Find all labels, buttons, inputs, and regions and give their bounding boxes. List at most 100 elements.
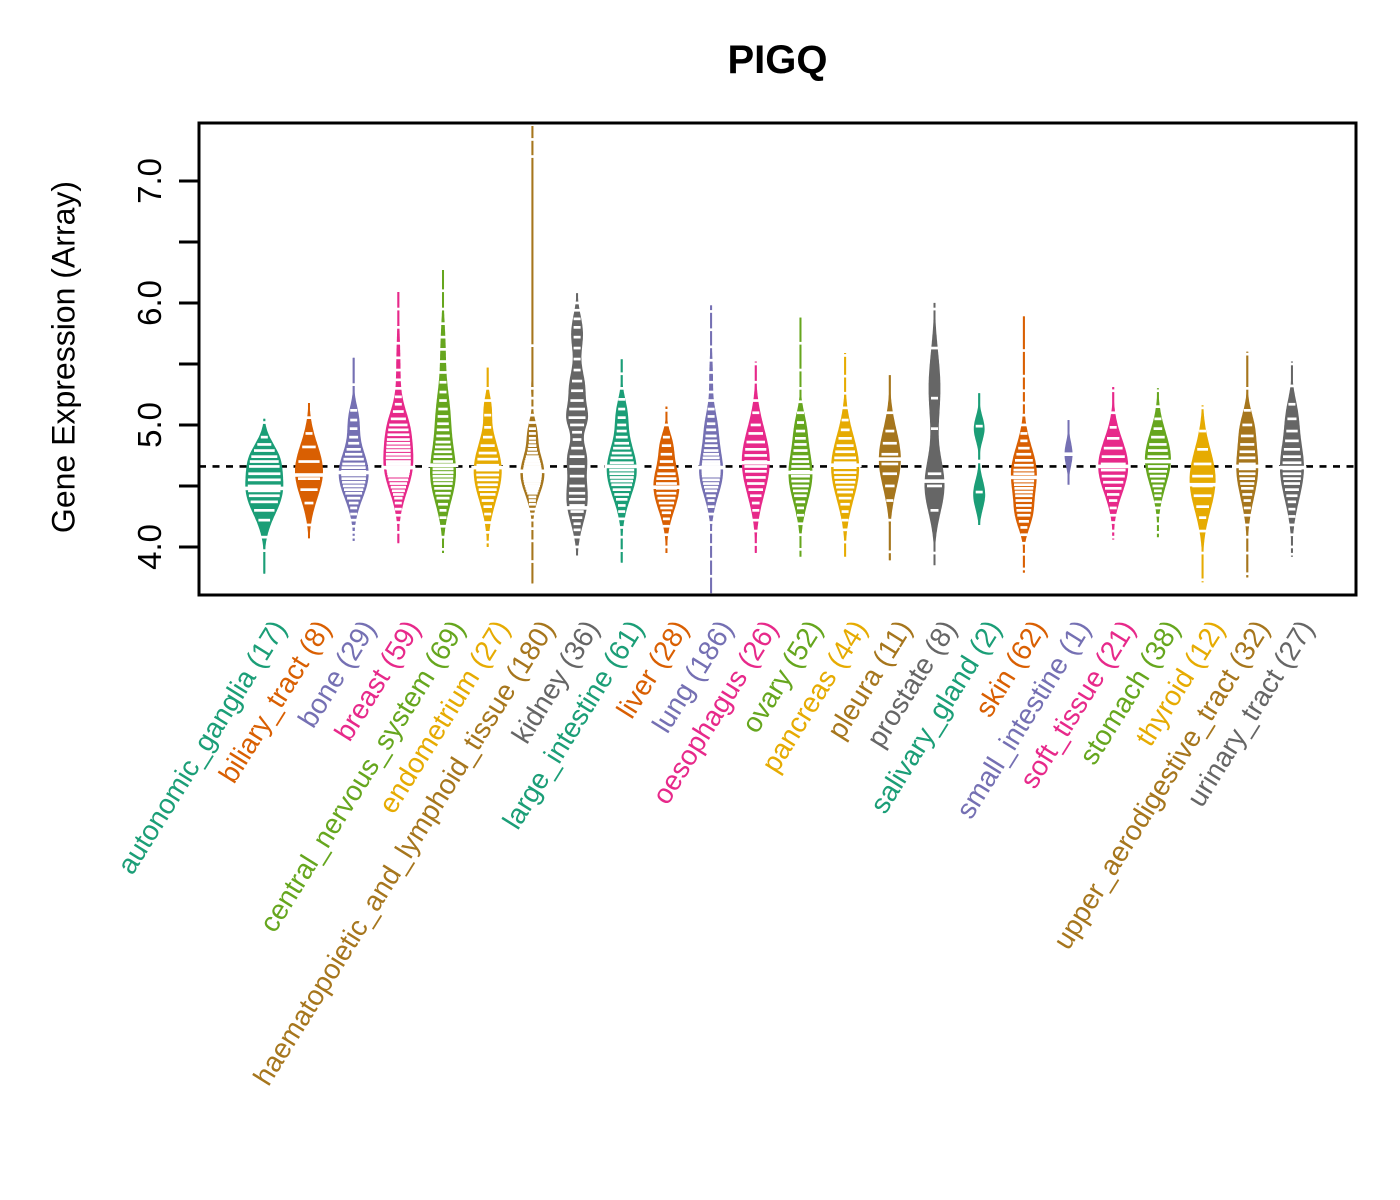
data-point-dash bbox=[392, 410, 404, 413]
data-point-dash bbox=[662, 409, 670, 412]
data-point-dash bbox=[250, 500, 278, 504]
violin-large_intestine bbox=[604, 356, 640, 563]
data-point-dash bbox=[792, 484, 809, 488]
data-point-dash bbox=[573, 301, 581, 305]
data-point-dash bbox=[439, 399, 447, 402]
data-point-dash bbox=[248, 472, 281, 476]
data-point-dash bbox=[528, 427, 536, 430]
data-point-dash bbox=[1242, 493, 1253, 496]
data-point-dash bbox=[527, 491, 538, 495]
violin-salivary_gland bbox=[973, 393, 986, 525]
data-point-dash bbox=[1101, 455, 1125, 458]
data-point-dash bbox=[1288, 523, 1296, 527]
data-point-dash bbox=[1283, 448, 1300, 451]
data-point-dash bbox=[614, 441, 629, 445]
data-point-dash bbox=[1020, 541, 1028, 545]
data-point-dash bbox=[656, 482, 677, 485]
median-line bbox=[1277, 465, 1307, 470]
data-point-dash bbox=[1013, 479, 1035, 483]
data-point-dash bbox=[1105, 487, 1122, 490]
data-point-dash bbox=[609, 461, 634, 465]
data-point-dash bbox=[476, 463, 499, 467]
data-point-dash bbox=[569, 474, 585, 478]
data-point-dash bbox=[478, 488, 497, 491]
data-point-dash bbox=[525, 487, 540, 490]
data-point-dash bbox=[389, 482, 408, 485]
data-point-dash bbox=[524, 460, 541, 463]
data-point-dash bbox=[617, 416, 626, 419]
data-point-dash bbox=[1149, 474, 1166, 478]
data-point-dash bbox=[609, 468, 635, 472]
data-point-dash bbox=[931, 396, 938, 400]
data-point-dash bbox=[791, 465, 810, 468]
data-point-dash bbox=[1238, 467, 1256, 471]
data-point-dash bbox=[752, 518, 760, 522]
data-point-dash bbox=[752, 362, 760, 366]
data-point-dash bbox=[350, 383, 358, 386]
data-point-dash bbox=[394, 521, 402, 524]
data-point-dash bbox=[439, 335, 447, 339]
data-point-dash bbox=[342, 462, 366, 466]
data-point-dash bbox=[617, 423, 627, 427]
data-point-dash bbox=[707, 499, 715, 502]
data-point-dash bbox=[481, 499, 494, 502]
data-point-dash bbox=[305, 416, 313, 419]
data-point-dash bbox=[610, 479, 633, 483]
data-point-dash bbox=[1287, 500, 1297, 504]
data-point-dash bbox=[662, 545, 670, 549]
data-point-dash bbox=[1020, 439, 1028, 443]
data-point-dash bbox=[618, 398, 626, 401]
data-point-dash bbox=[1020, 552, 1028, 556]
data-point-dash bbox=[1283, 455, 1301, 458]
data-point-dash bbox=[1018, 520, 1029, 523]
data-point-dash bbox=[1199, 429, 1207, 433]
data-point-dash bbox=[841, 374, 849, 378]
data-point-dash bbox=[432, 471, 454, 474]
data-point-dash bbox=[385, 452, 411, 456]
data-point-dash bbox=[258, 518, 271, 522]
data-point-dash bbox=[707, 407, 715, 411]
data-point-dash bbox=[573, 317, 581, 321]
data-point-dash bbox=[833, 466, 857, 469]
data-point-dash bbox=[349, 435, 359, 439]
data-point-dash bbox=[1149, 443, 1167, 446]
data-point-dash bbox=[748, 432, 763, 435]
data-point-dash bbox=[1154, 417, 1162, 421]
data-point-dash bbox=[298, 460, 320, 463]
data-point-dash bbox=[835, 480, 856, 484]
data-point-dash bbox=[528, 518, 536, 522]
data-point-dash bbox=[1152, 484, 1164, 488]
data-point-dash bbox=[797, 411, 804, 415]
data-point-dash bbox=[840, 502, 850, 506]
data-point-dash bbox=[881, 462, 899, 466]
data-point-dash bbox=[836, 485, 855, 489]
data-point-dash bbox=[1154, 500, 1162, 504]
data-point-dash bbox=[707, 328, 715, 332]
violin-urinary_tract bbox=[1277, 361, 1307, 557]
data-point-dash bbox=[525, 455, 539, 458]
median-line bbox=[1095, 464, 1131, 469]
data-point-dash bbox=[484, 531, 492, 534]
median-line bbox=[650, 485, 682, 489]
data-point-dash bbox=[394, 326, 402, 329]
data-point-dash bbox=[1020, 374, 1028, 378]
data-point-dash bbox=[394, 501, 402, 505]
data-point-dash bbox=[931, 307, 938, 311]
data-point-dash bbox=[707, 399, 715, 402]
data-point-dash bbox=[344, 488, 364, 491]
data-point-dash bbox=[706, 428, 717, 432]
data-point-dash bbox=[394, 368, 402, 372]
data-point-dash bbox=[616, 498, 628, 501]
data-point-dash bbox=[1282, 461, 1302, 465]
data-point-dash bbox=[570, 423, 585, 427]
data-point-dash bbox=[527, 448, 537, 451]
data-point-dash bbox=[618, 407, 626, 411]
data-point-dash bbox=[1285, 488, 1299, 491]
data-point-dash bbox=[1020, 526, 1028, 529]
data-point-dash bbox=[436, 434, 450, 438]
data-point-dash bbox=[350, 535, 358, 539]
violin-small_intestine bbox=[1062, 420, 1075, 485]
data-point-dash bbox=[744, 465, 768, 468]
data-point-dash bbox=[1197, 448, 1208, 451]
data-point-dash bbox=[744, 470, 767, 473]
